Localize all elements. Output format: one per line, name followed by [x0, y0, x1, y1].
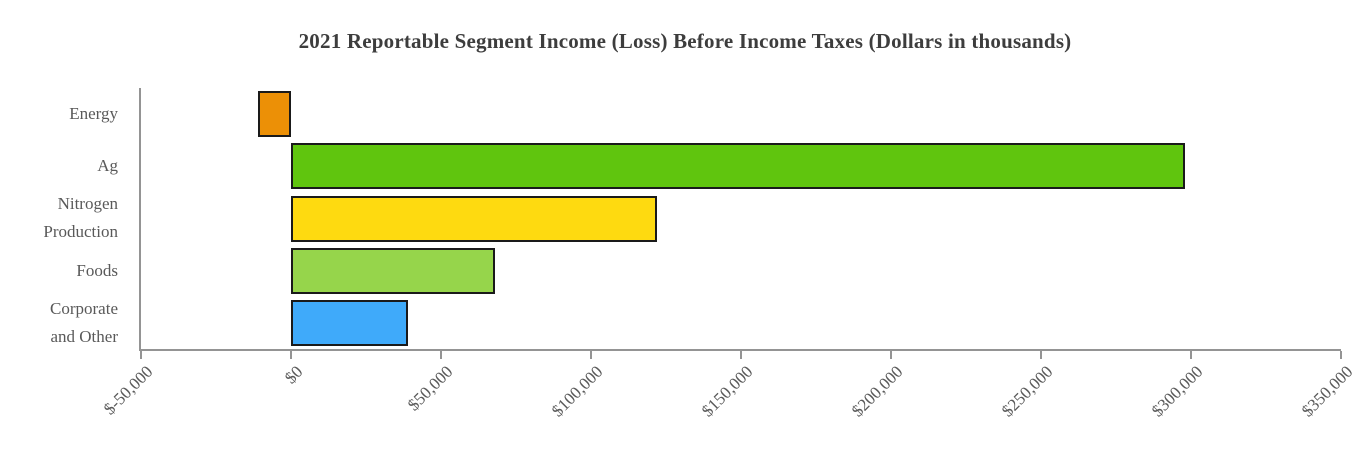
y-label-nitrogen-production: Nitrogen Production — [43, 194, 118, 242]
x-axis-tick — [290, 351, 292, 359]
x-tick-label: $-50,000 — [99, 362, 157, 419]
bar-nitrogen-production — [291, 195, 657, 242]
y-label-ag: Ag — [97, 156, 118, 176]
bar-ag — [291, 143, 1185, 190]
x-tick-label: $300,000 — [1147, 362, 1207, 421]
x-tick-label: $0 — [280, 362, 307, 388]
y-label-energy: Energy — [69, 104, 118, 124]
x-axis-tick — [590, 351, 592, 359]
x-axis-tick — [890, 351, 892, 359]
x-axis-tick — [1190, 351, 1192, 359]
bar-foods — [291, 247, 495, 294]
x-axis-tick — [1340, 351, 1342, 359]
chart-title: 2021 Reportable Segment Income (Loss) Be… — [298, 29, 1072, 53]
x-tick-label: $200,000 — [847, 362, 907, 421]
bar-corporate-and-other — [291, 299, 408, 346]
y-label-foods: Foods — [76, 260, 118, 280]
x-axis-tick — [140, 351, 142, 359]
x-tick-label: $150,000 — [697, 362, 757, 421]
bar-energy — [258, 91, 291, 138]
y-label-corporate-and-other: Corporate and Other — [50, 298, 118, 346]
x-tick-label: $250,000 — [997, 362, 1057, 421]
y-axis-line — [139, 88, 141, 351]
x-axis-line — [139, 349, 1341, 351]
x-axis-tick — [440, 351, 442, 359]
plot-area — [139, 88, 1341, 351]
x-axis-tick — [1040, 351, 1042, 359]
x-tick-label: $100,000 — [547, 362, 607, 421]
x-axis-tick — [740, 351, 742, 359]
x-tick-label: $350,000 — [1297, 362, 1357, 421]
x-tick-label: $50,000 — [403, 362, 457, 415]
